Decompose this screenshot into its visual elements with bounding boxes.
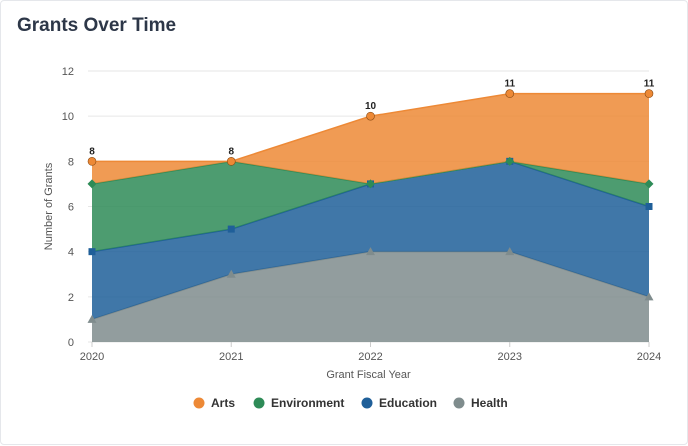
y-tick-label: 10 (62, 111, 74, 123)
y-axis: 0 2 4 6 8 10 12 (62, 66, 74, 349)
legend-label-arts: Arts (211, 396, 235, 410)
marker-education (645, 203, 653, 210)
marker-environment (644, 179, 654, 189)
x-tick-label: 2020 (80, 351, 104, 363)
marker-education (88, 248, 96, 256)
marker-arts (87, 157, 97, 166)
x-axis-title: Grant Fiscal Year (326, 369, 411, 381)
total-label: 10 (365, 101, 377, 112)
x-tick-label: 2024 (637, 351, 661, 363)
marker-arts (366, 111, 375, 121)
marker-arts (505, 89, 515, 98)
y-tick-label: 12 (62, 66, 74, 78)
total-label: 8 (228, 146, 234, 157)
marker-health (226, 269, 236, 278)
y-tick-label: 0 (68, 337, 74, 349)
area-layers (91, 92, 650, 342)
legend-label-environment: Environment (271, 396, 344, 410)
total-labels: 8 8 10 11 11 (89, 79, 655, 158)
legend-label-health: Health (471, 396, 508, 410)
y-tick-label: 6 (68, 202, 74, 214)
legend-swatch-arts (193, 397, 205, 409)
marker-health (505, 247, 515, 256)
legend: Arts Environment Education Health (193, 396, 508, 410)
marker-environment (505, 156, 515, 166)
total-label: 11 (504, 79, 515, 90)
area-education (92, 161, 649, 320)
total-label: 11 (644, 79, 655, 90)
marker-health (87, 314, 97, 323)
marker-education (227, 225, 235, 233)
y-axis-title: Number of Grants (43, 162, 55, 250)
legend-swatch-health (453, 397, 465, 409)
markers (87, 89, 654, 323)
y-tick-label: 2 (68, 292, 74, 304)
legend-swatch-education (361, 397, 373, 409)
marker-arts (226, 157, 236, 166)
x-axis: 2020 2021 2022 2023 2024 (80, 342, 661, 363)
legend-swatch-environment (253, 397, 265, 409)
chart-title: Grants Over Time (17, 15, 177, 36)
legend-label-education: Education (379, 396, 437, 410)
x-tick-label: 2021 (219, 351, 243, 363)
x-tick-label: 2023 (498, 351, 522, 363)
marker-health (644, 292, 654, 301)
x-tick-label: 2022 (358, 351, 382, 363)
area-arts (92, 93, 649, 184)
marker-environment (366, 179, 375, 189)
marker-arts (644, 89, 654, 98)
y-tick-label: 8 (68, 156, 74, 168)
area-environment (92, 161, 649, 252)
marker-health (366, 247, 375, 256)
marker-environment (87, 179, 97, 189)
y-tick-label: 4 (68, 247, 74, 259)
total-label: 8 (89, 146, 95, 157)
